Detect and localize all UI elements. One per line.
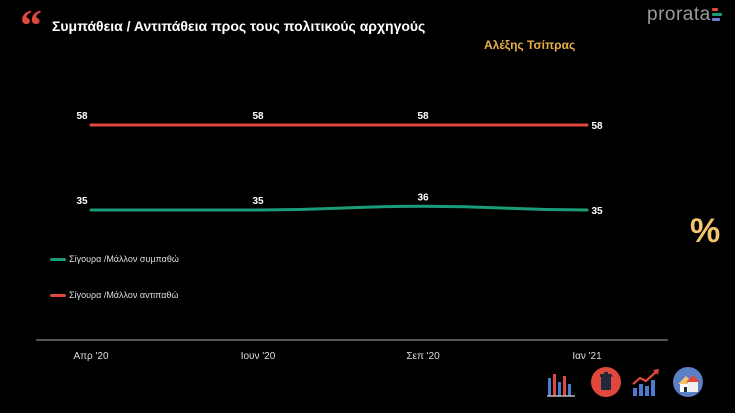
legend-swatch-green <box>50 257 66 261</box>
x-tick-labels: Απρ '20 Ιουν '20 Σεπ '20 Ιαν '21 <box>73 351 602 362</box>
data-label-1-3: 58 <box>591 121 603 132</box>
data-label-0-0: 35 <box>76 196 88 207</box>
data-label-0-2: 36 <box>417 192 429 203</box>
legend-label-sympathy: Σίγουρα /Μάλλον συμπαθώ <box>69 254 179 264</box>
percent-icon: % <box>690 212 721 250</box>
data-labels-layer: 35 35 36 35 58 58 58 58 <box>76 111 603 217</box>
chart-subtitle: Αλέξης Τσίπρας <box>484 38 576 52</box>
x-tick-label-2: Σεπ '20 <box>406 351 440 362</box>
quote-mark-icon: “ <box>20 1 42 50</box>
x-tick-label-1: Ιουν '20 <box>241 351 276 362</box>
houses-icon <box>673 367 703 397</box>
data-label-0-1: 35 <box>252 196 264 207</box>
series-line-0 <box>89 204 589 212</box>
x-tick-label-0: Απρ '20 <box>73 351 109 362</box>
trash-bin-icon <box>591 367 621 397</box>
trend-arrow-icon <box>632 369 659 396</box>
brand-mark-icon <box>712 8 726 22</box>
data-label-1-2: 58 <box>417 111 429 122</box>
legend-item-sympathy: Σίγουρα /Μάλλον συμπαθώ <box>50 254 179 264</box>
legend-swatch-red <box>50 293 66 297</box>
bar-chart-icon <box>547 374 575 397</box>
data-label-0-3: 35 <box>591 206 603 217</box>
data-label-1-1: 58 <box>252 111 264 122</box>
legend-label-antipathy: Σίγουρα /Μάλλον αντιπαθώ <box>69 290 179 300</box>
chart-title: Συμπάθεια / Αντιπάθεια προς τους πολιτικ… <box>52 18 426 34</box>
series-layer <box>89 123 589 212</box>
legend-item-antipathy: Σίγουρα /Μάλλον αντιπαθώ <box>50 290 178 300</box>
x-tick-label-3: Ιαν '21 <box>572 351 602 362</box>
data-label-1-0: 58 <box>76 111 88 122</box>
brand-logo: prorata <box>647 4 711 25</box>
